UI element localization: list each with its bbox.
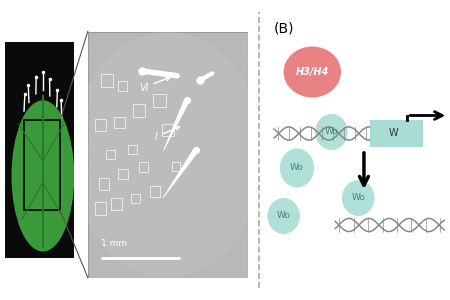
Ellipse shape bbox=[267, 198, 300, 234]
Bar bbox=[118, 169, 128, 179]
Bar bbox=[118, 81, 127, 91]
Bar bbox=[133, 104, 145, 117]
Text: H3/H4: H3/H4 bbox=[296, 67, 329, 77]
Bar bbox=[95, 119, 106, 130]
Ellipse shape bbox=[72, 32, 264, 278]
Bar bbox=[106, 150, 114, 159]
Bar bbox=[99, 178, 109, 190]
Bar bbox=[370, 120, 423, 147]
Ellipse shape bbox=[280, 148, 314, 188]
Bar bbox=[24, 120, 60, 211]
Bar bbox=[111, 198, 122, 210]
Text: Wo: Wo bbox=[324, 128, 338, 136]
Bar bbox=[149, 186, 160, 197]
Bar bbox=[114, 117, 125, 128]
Text: VI: VI bbox=[139, 77, 170, 92]
Bar bbox=[101, 74, 113, 87]
Text: (B): (B) bbox=[274, 21, 295, 35]
Text: Wo: Wo bbox=[290, 164, 304, 172]
Text: Wo: Wo bbox=[351, 194, 365, 202]
Text: 1 mm: 1 mm bbox=[100, 239, 126, 248]
Bar bbox=[171, 163, 180, 171]
Bar bbox=[94, 202, 106, 215]
Ellipse shape bbox=[284, 46, 341, 98]
Ellipse shape bbox=[342, 180, 374, 216]
Bar bbox=[153, 94, 166, 107]
Text: I: I bbox=[155, 126, 180, 142]
Bar bbox=[162, 124, 174, 136]
Bar bbox=[139, 162, 149, 172]
Bar bbox=[128, 145, 136, 154]
Text: W: W bbox=[389, 128, 399, 139]
Ellipse shape bbox=[315, 114, 348, 150]
Text: Wo: Wo bbox=[277, 212, 291, 220]
Ellipse shape bbox=[12, 100, 74, 251]
Bar bbox=[131, 194, 140, 203]
